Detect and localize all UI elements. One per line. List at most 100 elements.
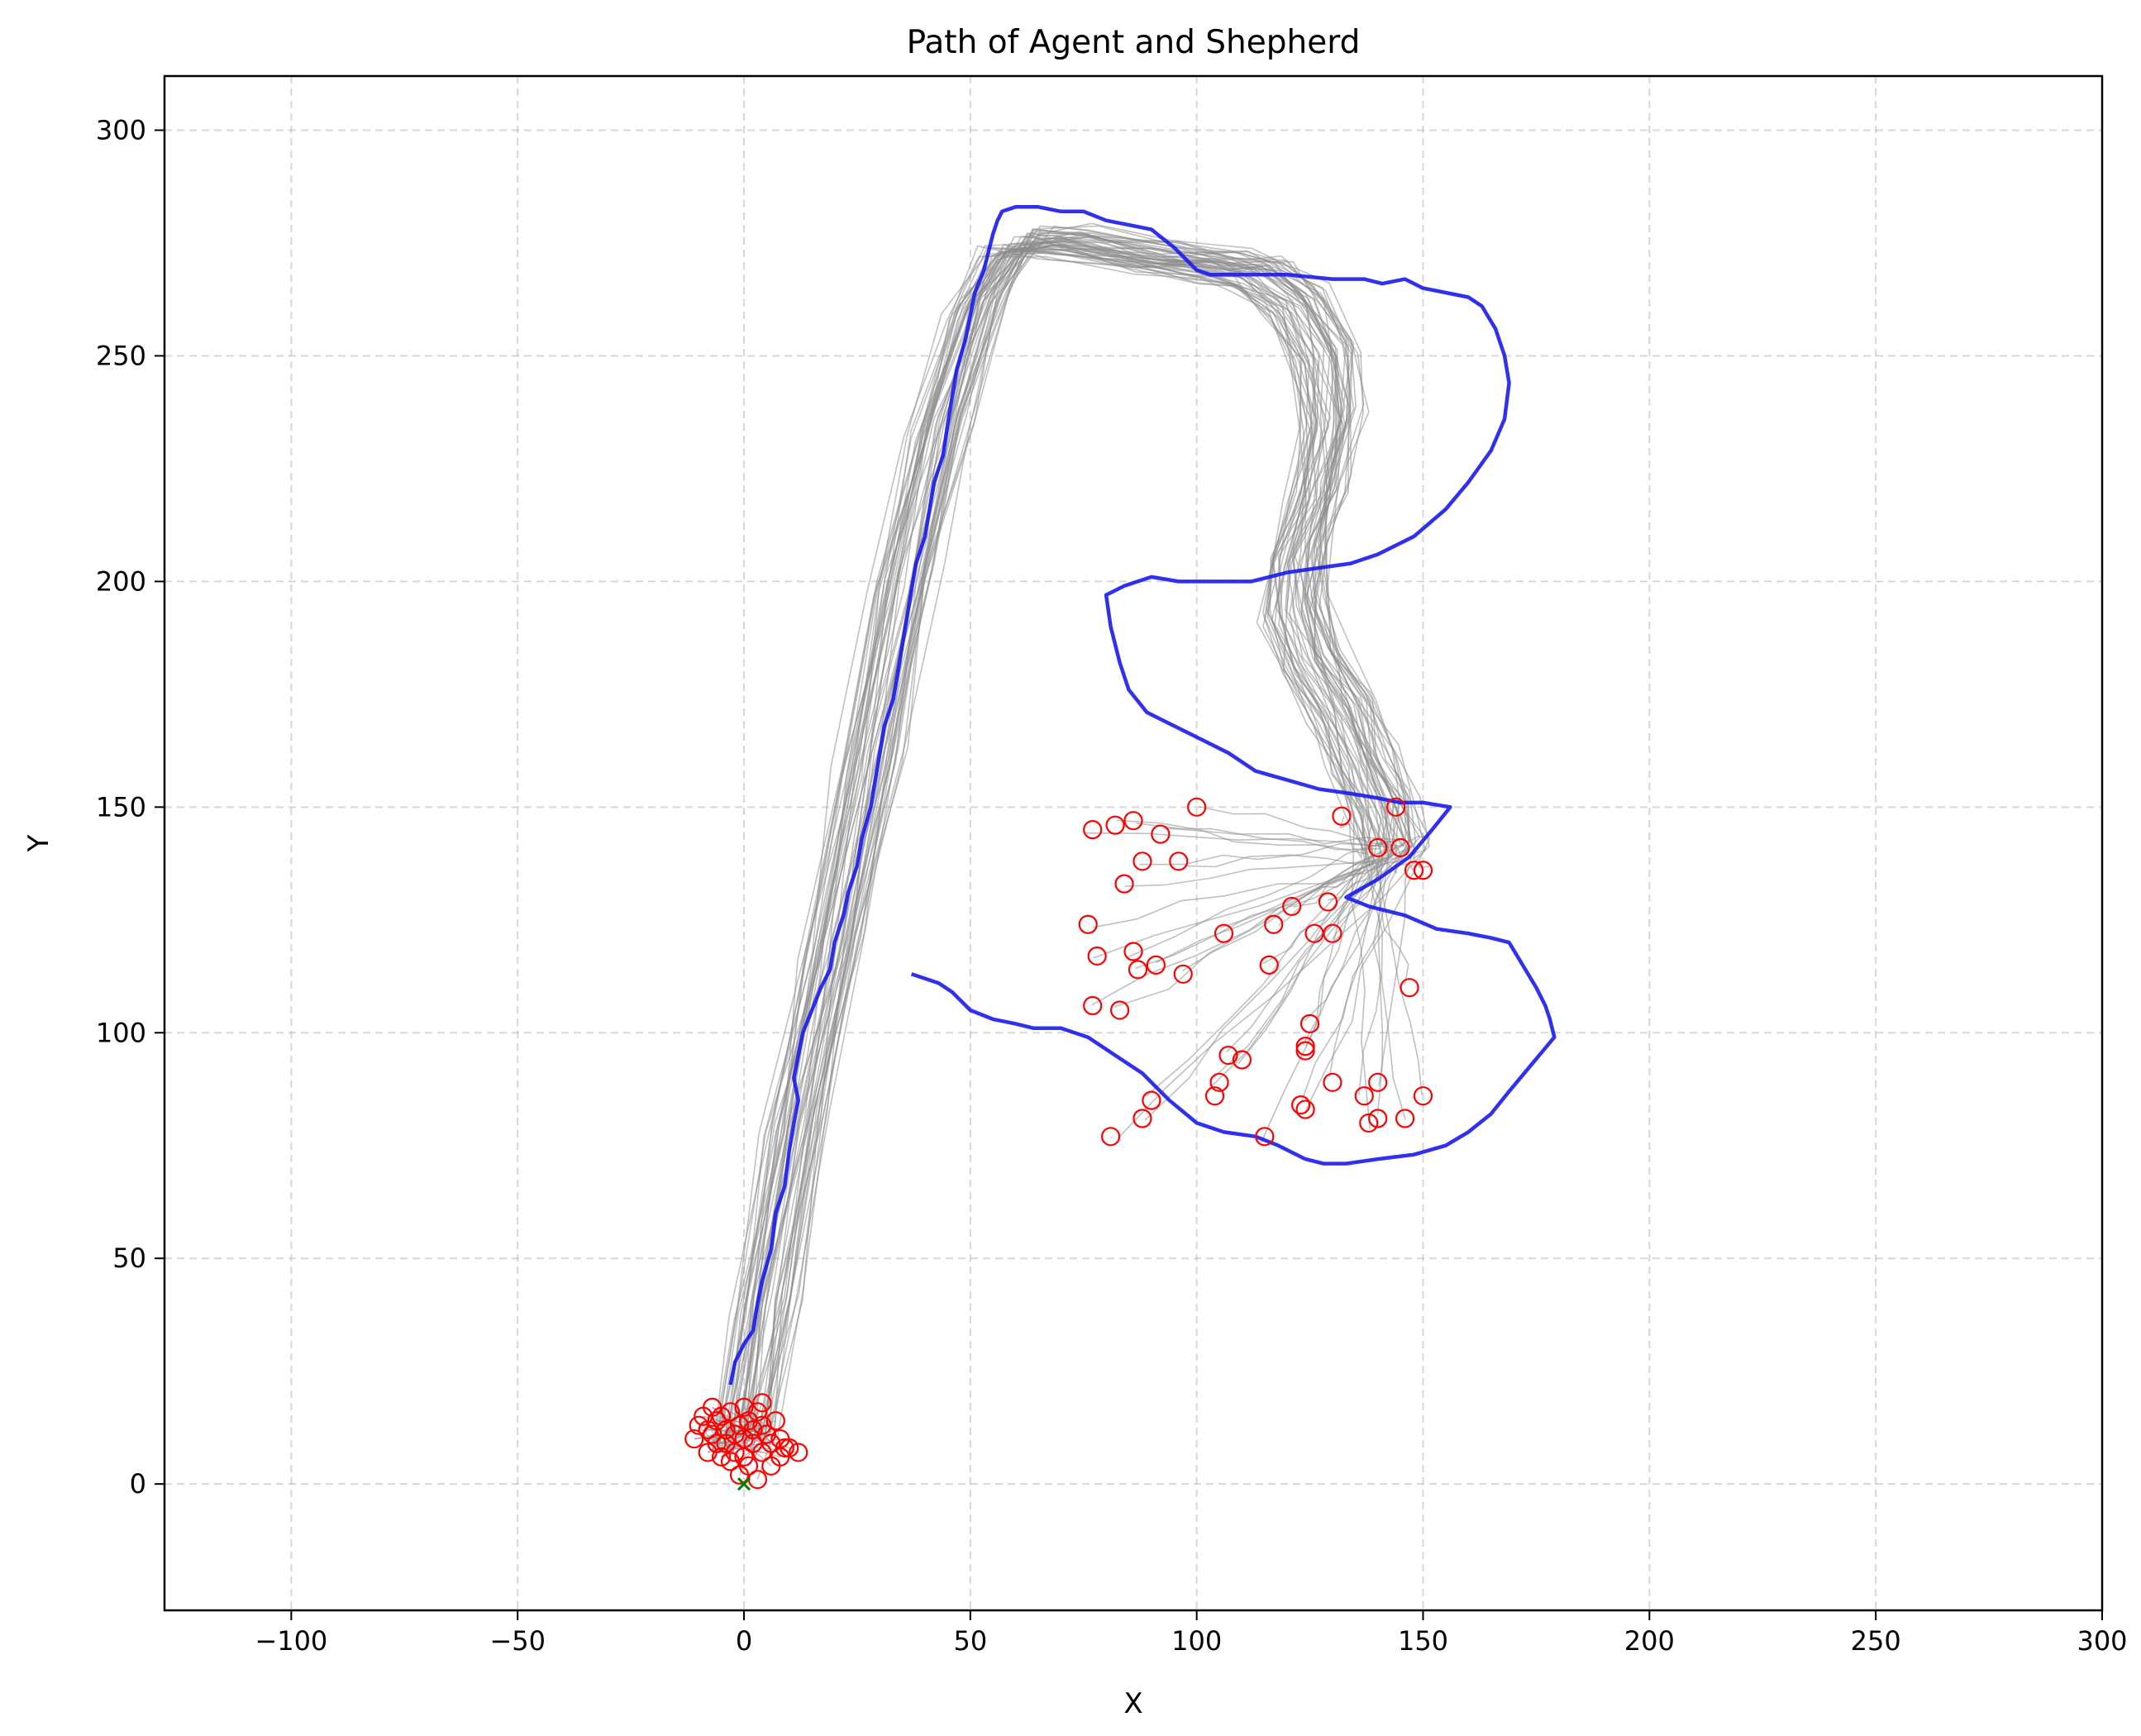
agent-end-marker [1146, 955, 1166, 975]
agent-path [712, 241, 1423, 1450]
x-tick-label: 50 [953, 1625, 987, 1657]
agent-end-marker [1232, 1050, 1252, 1070]
x-tick-label: 0 [736, 1625, 752, 1657]
agent-start-marker [720, 1452, 741, 1471]
agent-start-marker [752, 1415, 772, 1435]
agent-start-marker [725, 1443, 745, 1462]
agent-end-marker [1187, 797, 1207, 817]
agent-start-marker [684, 1428, 704, 1449]
agent-path [712, 225, 1417, 1437]
y-tick-label: 200 [96, 565, 146, 597]
agent-end-marker [1404, 861, 1424, 880]
agent-end-marker [1323, 1072, 1342, 1092]
agent-path [703, 225, 1431, 1438]
agent-path [737, 238, 1390, 1449]
agent-path [707, 232, 1389, 1453]
agent-path [756, 229, 1430, 1480]
agent-end-marker [1173, 964, 1193, 984]
agent-end-marker [1101, 1127, 1121, 1147]
agent-end-marker [1128, 960, 1148, 980]
shepherd-path-layer [728, 205, 1557, 1385]
agent-end-marker [1123, 811, 1143, 831]
agent-end-marker [1295, 1041, 1315, 1061]
agent-path [730, 232, 1406, 1430]
agent-start-marker [707, 1433, 727, 1453]
agent-path [698, 241, 1367, 1457]
x-tick-label: −50 [489, 1625, 546, 1657]
x-tick-label: 300 [2077, 1625, 2127, 1657]
agent-end-marker [1078, 914, 1098, 934]
agent-end-marker [1083, 995, 1103, 1016]
agent-start-marker [707, 1411, 727, 1431]
x-tick-label: 150 [1398, 1625, 1448, 1657]
origin-marker [737, 1477, 751, 1491]
agent-end-marker [1386, 797, 1406, 817]
agent-start-marker [734, 1447, 754, 1467]
y-axis-label: Y [22, 834, 55, 852]
agent-end-marker [1264, 914, 1284, 934]
agent-start-marker [729, 1415, 750, 1435]
agent-end-marker [1332, 806, 1352, 826]
agent-end-marker [1295, 1037, 1315, 1056]
agent-end-marker [1214, 923, 1234, 943]
x-axis-label: X [1123, 1687, 1142, 1720]
y-tick-label: 250 [96, 340, 146, 371]
agent-end-marker [1123, 942, 1143, 961]
agent-end-marker [1359, 1113, 1379, 1133]
y-tick-label: 100 [96, 1017, 146, 1048]
agent-end-marker [1204, 1086, 1225, 1106]
agent-path [741, 244, 1393, 1449]
agent-start-marker [712, 1406, 732, 1426]
agent-end-marker [1291, 1095, 1311, 1115]
agent-end-marker [1083, 820, 1103, 840]
agent-end-marker [1109, 1000, 1130, 1020]
agent-end-marker [1368, 837, 1388, 858]
agent-start-marker [765, 1411, 785, 1431]
agent-end-marker [1114, 874, 1134, 894]
agent-end-marker [1209, 1072, 1229, 1092]
agent-path [741, 233, 1395, 1445]
y-tick-label: 0 [130, 1468, 146, 1500]
agent-start-marker [720, 1402, 741, 1422]
agent-start-marker [712, 1447, 732, 1467]
agent-end-marker [1318, 892, 1338, 912]
agent-end-marker [1368, 1072, 1388, 1092]
y-tick-label: 150 [96, 791, 146, 823]
agent-end-marker [1295, 1099, 1315, 1119]
agent-start-marker [756, 1424, 776, 1444]
agent-start-marker [761, 1433, 781, 1453]
agent-start-marker [689, 1415, 708, 1435]
agent-end-marker [1282, 896, 1302, 917]
shepherd-path [728, 205, 1557, 1385]
agent-start-marker [738, 1456, 759, 1476]
agent-end-marker [1132, 1109, 1152, 1128]
axis-ticks: −100 −50 0 50 100 150 200 250 300 0 50 100 150 200 250… [96, 115, 2128, 1657]
x-tick-label: −100 [255, 1625, 327, 1657]
agent-end-marker [1169, 851, 1189, 871]
agent-start-marker [752, 1393, 772, 1413]
plot-frame [163, 74, 2104, 1612]
agent-start-marker [780, 1438, 799, 1458]
agent-path [720, 244, 1406, 1457]
x-tick-label: 250 [1851, 1625, 1901, 1657]
agent-start-marker [747, 1402, 768, 1422]
y-tick-label: 300 [96, 115, 146, 146]
agent-end-marker [1413, 1086, 1433, 1106]
origin-marker-stroke [737, 1477, 751, 1491]
agent-end-marker [1259, 955, 1279, 975]
agent-end-marker [1368, 1109, 1388, 1128]
agent-end-marker [1218, 1045, 1238, 1066]
y-tick-label: 50 [112, 1242, 146, 1274]
agent-end-marker [1413, 861, 1433, 880]
agent-end-marker [1354, 1086, 1374, 1106]
agent-start-marker [734, 1397, 754, 1417]
x-tick-label: 100 [1171, 1625, 1222, 1657]
agent-start-marker [703, 1424, 722, 1444]
agent-end-marker [1400, 978, 1419, 998]
agent-end-marker [1105, 815, 1125, 835]
agent-end-marker [1151, 824, 1171, 844]
agent-path [747, 222, 1426, 1467]
agent-end-marker [1323, 923, 1342, 943]
